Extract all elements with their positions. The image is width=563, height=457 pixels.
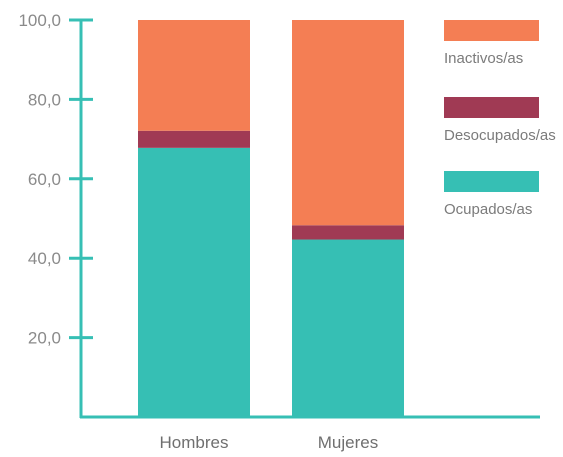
- legend-label-desocupados-as: Desocupados/as: [444, 127, 556, 144]
- bar-mujeres-ocupados-as: [292, 239, 404, 417]
- x-category-label: Mujeres: [318, 433, 378, 452]
- x-category-label: Hombres: [160, 433, 229, 452]
- axis-layer: 100,0 80,0 60,0 40,0 20,0 Hombres Mujeres: [18, 11, 540, 452]
- y-tick-label: 80,0: [28, 90, 61, 109]
- bar-hombres-desocupados-as: [138, 130, 250, 148]
- bar-hombres-inactivos-as: [138, 20, 250, 131]
- legend: Inactivos/as Desocupados/as Ocupados/as: [444, 20, 556, 218]
- bars-layer: [138, 20, 404, 418]
- y-tick-label: 40,0: [28, 249, 61, 268]
- bar-mujeres-desocupados-as: [292, 225, 404, 240]
- legend-swatch-inactivos-as: [444, 20, 539, 41]
- legend-label-inactivos-as: Inactivos/as: [444, 50, 523, 67]
- bar-hombres-ocupados-as: [138, 147, 250, 418]
- legend-label-ocupados-as: Ocupados/as: [444, 201, 532, 218]
- legend-swatch-desocupados-as: [444, 97, 539, 118]
- y-tick-label: 20,0: [28, 329, 61, 348]
- y-tick-label: 100,0: [18, 11, 61, 30]
- legend-swatch-ocupados-as: [444, 171, 539, 192]
- y-tick-label: 60,0: [28, 170, 61, 189]
- bar-mujeres-inactivos-as: [292, 20, 404, 226]
